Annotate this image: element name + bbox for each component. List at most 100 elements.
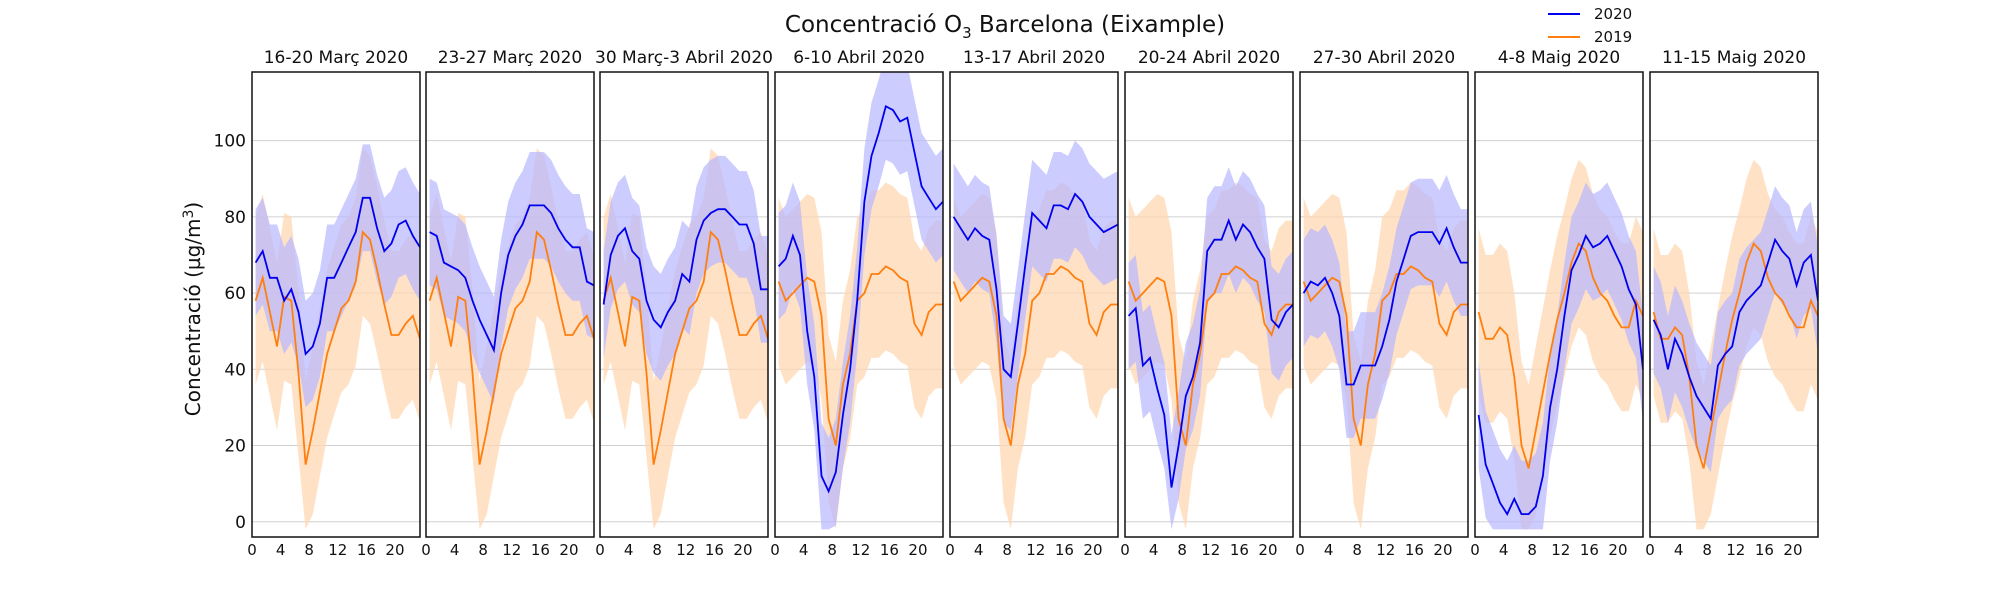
plot-area bbox=[952, 140, 1118, 530]
plot-area bbox=[428, 148, 594, 530]
x-tick-label: 8 bbox=[652, 541, 662, 559]
x-tick-label: 8 bbox=[827, 541, 837, 559]
series-line-2020 bbox=[1302, 225, 1468, 386]
panel-title: 20-24 Abril 2020 bbox=[1138, 48, 1280, 68]
x-tick-label: 4 bbox=[1324, 541, 1334, 559]
x-tick-label: 16 bbox=[1230, 541, 1249, 559]
x-tick-label: 0 bbox=[595, 541, 605, 559]
x-tick-label: 12 bbox=[851, 541, 870, 559]
chart-title-main: Concentració O bbox=[785, 12, 962, 38]
series-line-2019 bbox=[428, 230, 594, 465]
x-tick-label: 20 bbox=[1258, 541, 1277, 559]
x-tick-label: 16 bbox=[880, 541, 899, 559]
panel-1: 16-20 Març 2020 0 4 8 12 16 20 bbox=[247, 48, 421, 559]
x-tick-label: 0 bbox=[247, 541, 257, 559]
series-line-2020 bbox=[1477, 233, 1643, 516]
x-tick-label: 8 bbox=[1352, 541, 1362, 559]
x-tick-label: 8 bbox=[1002, 541, 1012, 559]
x-tick-label: 0 bbox=[1470, 541, 1480, 559]
panel-7: 27-30 Abril 2020 0 4 8 12 16 20 bbox=[1295, 48, 1469, 559]
x-tick-label: 20 bbox=[1608, 541, 1627, 559]
series-line-2019 bbox=[1127, 265, 1293, 446]
panel-8: 4-8 Maig 2020 0 4 8 12 16 20 bbox=[1470, 48, 1644, 559]
x-tick-label: 16 bbox=[1580, 541, 1599, 559]
x-tick-label: 20 bbox=[733, 541, 752, 559]
x-tick-label: 0 bbox=[1120, 541, 1130, 559]
x-tick-label: 12 bbox=[502, 541, 521, 559]
x-tick-label: 20 bbox=[908, 541, 927, 559]
y-axis-label: Concentració (µg/m3) bbox=[181, 202, 205, 417]
x-tick-label: 0 bbox=[1295, 541, 1305, 559]
panel-3: 30 Març-3 Abril 2020 0 4 8 12 16 20 bbox=[595, 48, 773, 559]
x-tick-label: 16 bbox=[357, 541, 376, 559]
panel-frame bbox=[949, 71, 1119, 538]
x-tick-label: 4 bbox=[1149, 541, 1159, 559]
x-tick-label: 4 bbox=[1674, 541, 1684, 559]
series-line-2019 bbox=[1302, 265, 1468, 446]
y-axis-label-sup: 3 bbox=[181, 210, 197, 219]
x-tick-label: 0 bbox=[1645, 541, 1655, 559]
x-tick-label: 4 bbox=[974, 541, 984, 559]
x-tick-label: 16 bbox=[1755, 541, 1774, 559]
x-tick-label: 20 bbox=[1783, 541, 1802, 559]
x-tick-label: 16 bbox=[531, 541, 550, 559]
chart-title-sub: 3 bbox=[962, 24, 972, 42]
panel-6: 20-24 Abril 2020 0 4 8 12 16 20 bbox=[1120, 48, 1294, 559]
x-tick-label: 12 bbox=[1201, 541, 1220, 559]
x-tick-label: 4 bbox=[799, 541, 809, 559]
plot-area bbox=[254, 144, 420, 530]
x-tick-label: 4 bbox=[1499, 541, 1509, 559]
x-tick-label: 8 bbox=[1702, 541, 1712, 559]
plot-area bbox=[1127, 167, 1293, 530]
panel-frame bbox=[1299, 71, 1469, 538]
series-line-2020 bbox=[952, 192, 1118, 379]
panel-title: 4-8 Maig 2020 bbox=[1498, 48, 1620, 68]
y-tick-label: 100 bbox=[214, 132, 246, 152]
band-2020 bbox=[1128, 167, 1293, 530]
panel-title: 11-15 Maig 2020 bbox=[1662, 48, 1806, 68]
x-tick-label: 20 bbox=[385, 541, 404, 559]
x-tick-label: 8 bbox=[1527, 541, 1537, 559]
legend: 2020 2019 bbox=[1548, 5, 1632, 46]
plot-area bbox=[1302, 174, 1468, 530]
y-axis-label-main: Concentració (µg/m bbox=[181, 218, 205, 416]
x-tick-label: 12 bbox=[328, 541, 347, 559]
x-tick-label: 0 bbox=[770, 541, 780, 559]
series-line-2019 bbox=[777, 265, 943, 446]
series-line-2020 bbox=[1652, 237, 1818, 422]
x-tick-label: 16 bbox=[1055, 541, 1074, 559]
series-line-2019 bbox=[254, 230, 420, 465]
y-tick-label: 20 bbox=[224, 437, 246, 457]
plot-area bbox=[777, 72, 943, 530]
panel-9: 11-15 Maig 2020 0 4 8 12 16 20 bbox=[1645, 48, 1819, 559]
x-tick-label: 16 bbox=[1405, 541, 1424, 559]
chart-title: Concentració O3 Barcelona (Eixample) bbox=[785, 12, 1225, 42]
band-2020 bbox=[778, 72, 943, 530]
y-axis-ticks: 0 20 40 60 80 100 bbox=[214, 132, 246, 533]
y-tick-label: 40 bbox=[224, 360, 246, 380]
series-line-2019 bbox=[1477, 241, 1643, 469]
x-tick-label: 20 bbox=[1433, 541, 1452, 559]
panel-frame bbox=[774, 71, 944, 538]
panel-frame bbox=[1474, 71, 1644, 538]
x-tick-label: 16 bbox=[705, 541, 724, 559]
x-tick-label: 12 bbox=[1726, 541, 1745, 559]
panel-frame bbox=[1649, 71, 1819, 538]
x-tick-label: 4 bbox=[624, 541, 634, 559]
x-tick-label: 0 bbox=[421, 541, 431, 559]
x-tick-label: 12 bbox=[676, 541, 695, 559]
series-line-2020 bbox=[254, 196, 420, 356]
legend-label-2020: 2020 bbox=[1594, 5, 1632, 23]
band-2020 bbox=[953, 140, 1118, 431]
panel-title: 30 Març-3 Abril 2020 bbox=[595, 48, 773, 68]
y-tick-label: 60 bbox=[224, 284, 246, 304]
band-2019 bbox=[778, 182, 943, 530]
x-tick-label: 0 bbox=[945, 541, 955, 559]
panel-title: 16-20 Març 2020 bbox=[264, 48, 409, 68]
panel-title: 27-30 Abril 2020 bbox=[1313, 48, 1455, 68]
y-tick-label: 0 bbox=[235, 513, 246, 533]
chart-title-rest: Barcelona (Eixample) bbox=[972, 12, 1226, 38]
panel-frame bbox=[425, 71, 595, 538]
